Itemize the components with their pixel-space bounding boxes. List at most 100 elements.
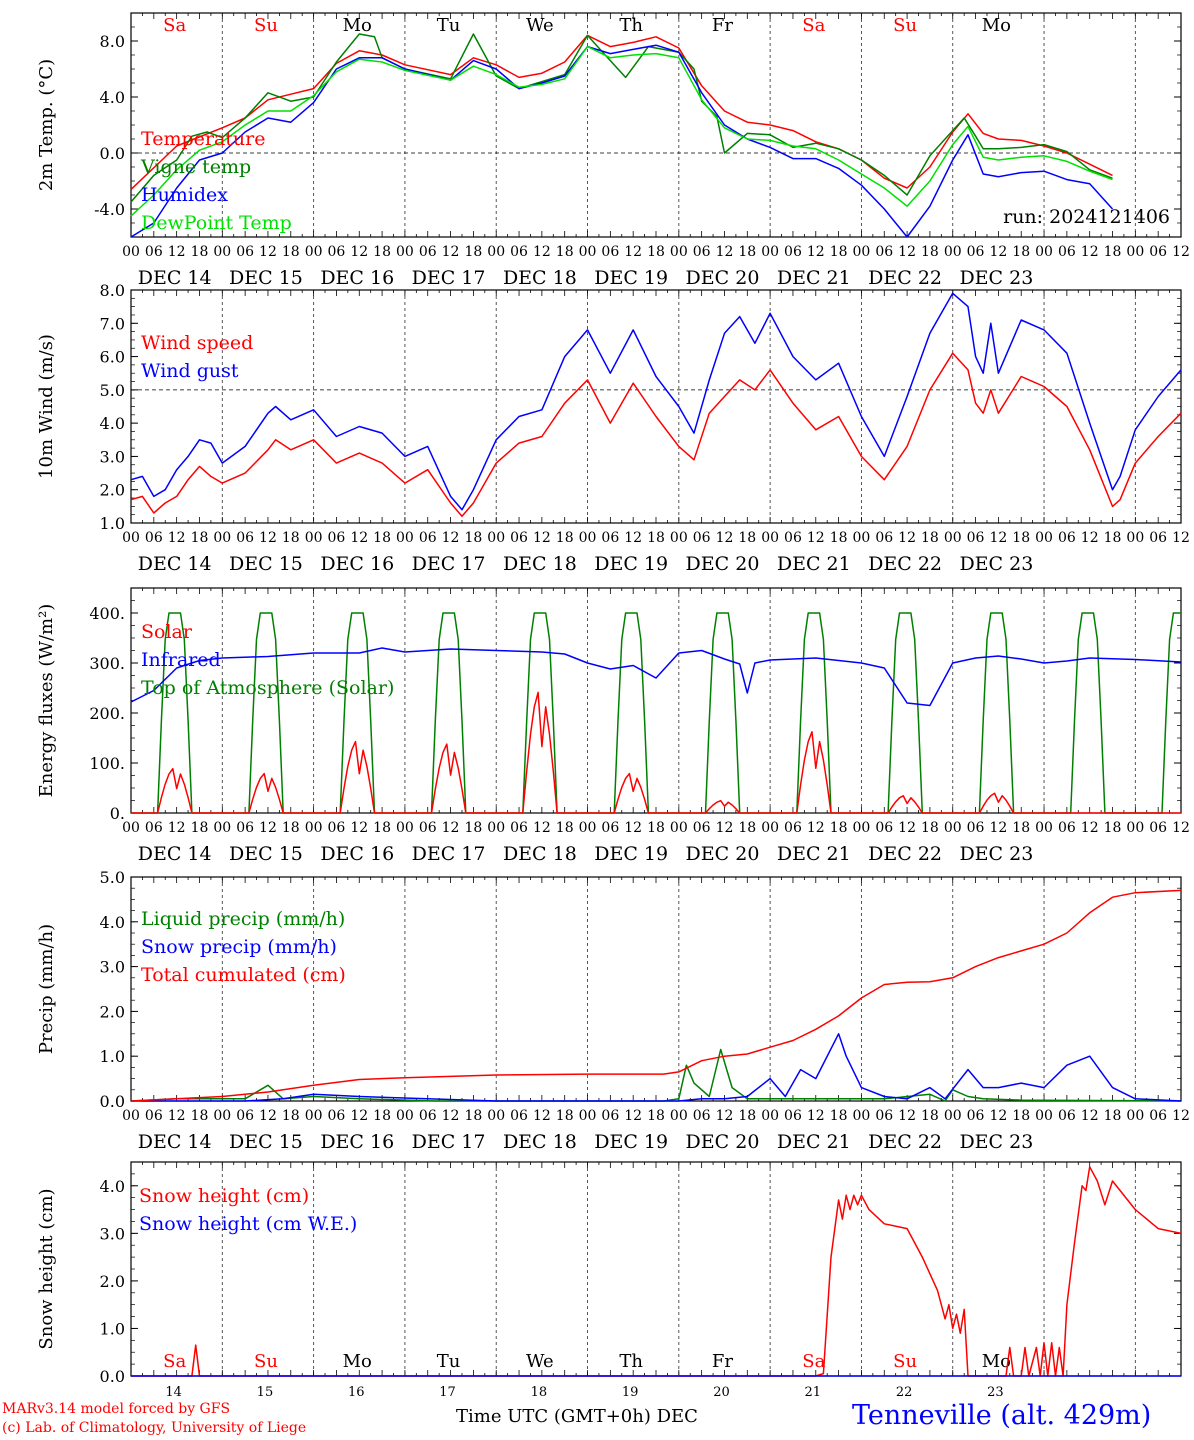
hour-tick-label: 06 bbox=[510, 820, 528, 836]
hour-tick-label: 18 bbox=[1012, 1108, 1030, 1124]
day-name: Th bbox=[619, 15, 643, 36]
run-label: run: 2024121406 bbox=[1003, 206, 1170, 228]
hour-tick-label: 00 bbox=[305, 820, 323, 836]
day-label: DEC 22 bbox=[868, 843, 942, 865]
hour-tick-label: 00 bbox=[670, 1108, 688, 1124]
hour-tick-label: 00 bbox=[670, 244, 688, 260]
hour-tick-label: 06 bbox=[328, 530, 346, 546]
hour-tick-label: 18 bbox=[1012, 530, 1030, 546]
day-name: Th bbox=[619, 1351, 643, 1372]
day-name: Fr bbox=[712, 1351, 733, 1372]
series-line-1 bbox=[130, 1048, 1182, 1102]
hour-tick-label: 00 bbox=[579, 530, 597, 546]
day-label: DEC 15 bbox=[229, 267, 303, 289]
day-label: DEC 19 bbox=[594, 553, 668, 575]
series-line-4 bbox=[130, 45, 1113, 217]
hour-tick-label: 06 bbox=[236, 1108, 254, 1124]
hour-tick-label: 00 bbox=[487, 244, 505, 260]
y-tick-label: 3.0 bbox=[100, 447, 125, 466]
hour-tick-label: 06 bbox=[784, 820, 802, 836]
hour-tick-label: 06 bbox=[236, 244, 254, 260]
day-label: DEC 17 bbox=[412, 1131, 486, 1153]
hour-tick-label: 18 bbox=[191, 820, 209, 836]
panel-2: 1.0 2.0 3.0 4.0 5.0 6.0 7.0 8.0 10m Wind (m/s) 00… bbox=[36, 281, 1190, 575]
y-tick-label: 2.0 bbox=[100, 1002, 125, 1021]
hour-tick-label: 12 bbox=[807, 820, 825, 836]
hour-tick-label: 00 bbox=[1035, 530, 1053, 546]
y-tick-label: 1.0 bbox=[100, 1319, 125, 1338]
hour-tick-label: 06 bbox=[236, 530, 254, 546]
y-tick-label: 7.0 bbox=[100, 314, 125, 333]
legend-entry: Snow height (cm) bbox=[139, 1185, 309, 1207]
hour-tick-label: 06 bbox=[1058, 530, 1076, 546]
hour-tick-label: 12 bbox=[1081, 820, 1099, 836]
day-name: Mo bbox=[982, 15, 1011, 36]
hour-tick-label: 00 bbox=[396, 820, 414, 836]
day-name: Fr bbox=[712, 15, 733, 36]
hour-tick-label: 06 bbox=[328, 820, 346, 836]
hour-tick-label: 00 bbox=[1126, 820, 1144, 836]
day-label: DEC 14 bbox=[138, 1131, 212, 1153]
infrared-line bbox=[130, 647, 1182, 707]
hour-tick-label: 00 bbox=[122, 1108, 140, 1124]
series-line-3 bbox=[130, 44, 1114, 238]
hour-tick-label: 00 bbox=[761, 244, 779, 260]
hour-tick-label: 18 bbox=[830, 820, 848, 836]
y-tick-label: 0. bbox=[110, 804, 125, 823]
hour-tick-label: 12 bbox=[898, 530, 916, 546]
day-number: 20 bbox=[713, 1385, 730, 1400]
hour-tick-label: 00 bbox=[396, 530, 414, 546]
day-name: Sa bbox=[163, 1351, 186, 1372]
hour-tick-label: 06 bbox=[875, 530, 893, 546]
hour-tick-label: 00 bbox=[213, 530, 231, 546]
hour-tick-label: 00 bbox=[213, 244, 231, 260]
day-number: 15 bbox=[257, 1385, 274, 1400]
hour-tick-label: 00 bbox=[1035, 1108, 1053, 1124]
hour-tick-label: 12 bbox=[989, 530, 1007, 546]
day-label: DEC 18 bbox=[503, 267, 577, 289]
station-name: Tenneville (alt. 429m) bbox=[852, 1400, 1152, 1431]
hour-tick-label: 12 bbox=[716, 244, 734, 260]
y-tick-label: 4.0 bbox=[100, 1177, 125, 1196]
hour-tick-label: 06 bbox=[967, 244, 985, 260]
solar-line bbox=[131, 691, 1181, 814]
hour-tick-label: 18 bbox=[556, 530, 574, 546]
hour-tick-label: 00 bbox=[1035, 820, 1053, 836]
plot-frame bbox=[130, 289, 1182, 524]
toa-solar-line bbox=[131, 612, 1181, 814]
hour-tick-label: 00 bbox=[213, 1108, 231, 1124]
day-label: DEC 14 bbox=[138, 267, 212, 289]
day-number: 22 bbox=[896, 1385, 913, 1400]
day-name: Su bbox=[254, 15, 278, 36]
hour-tick-label: 18 bbox=[738, 820, 756, 836]
series-line-3 bbox=[130, 889, 1182, 1102]
hour-tick-label: 06 bbox=[1149, 820, 1167, 836]
hour-tick-label: 06 bbox=[145, 530, 163, 546]
hour-tick-label: 00 bbox=[213, 820, 231, 836]
plot-frame bbox=[130, 12, 1182, 238]
day-label: DEC 21 bbox=[777, 553, 851, 575]
hour-tick-label: 06 bbox=[510, 1108, 528, 1124]
day-label: DEC 21 bbox=[777, 267, 851, 289]
y-tick-label: 5.0 bbox=[100, 381, 125, 400]
hour-tick-label: 00 bbox=[487, 530, 505, 546]
hour-tick-label: 06 bbox=[1149, 1108, 1167, 1124]
day-label: DEC 18 bbox=[503, 843, 577, 865]
day-name: Mo bbox=[982, 1351, 1011, 1372]
legend-entry: Liquid precip (mm/h) bbox=[141, 908, 345, 930]
hour-tick-label: 00 bbox=[944, 530, 962, 546]
hour-tick-label: 12 bbox=[989, 244, 1007, 260]
plot-frame bbox=[130, 587, 1182, 814]
hour-tick-label: 06 bbox=[328, 1108, 346, 1124]
hour-tick-label: 06 bbox=[601, 530, 619, 546]
hour-tick-label: 06 bbox=[1058, 244, 1076, 260]
hour-tick-label: 12 bbox=[259, 244, 277, 260]
day-label: DEC 23 bbox=[959, 1131, 1033, 1153]
hour-tick-label: 18 bbox=[830, 530, 848, 546]
hour-tick-label: 06 bbox=[967, 530, 985, 546]
hour-tick-label: 18 bbox=[830, 244, 848, 260]
y-tick-label: 2.0 bbox=[100, 1272, 125, 1291]
hour-tick-label: 00 bbox=[305, 1108, 323, 1124]
hour-tick-label: 12 bbox=[716, 530, 734, 546]
hour-tick-label: 12 bbox=[989, 820, 1007, 836]
